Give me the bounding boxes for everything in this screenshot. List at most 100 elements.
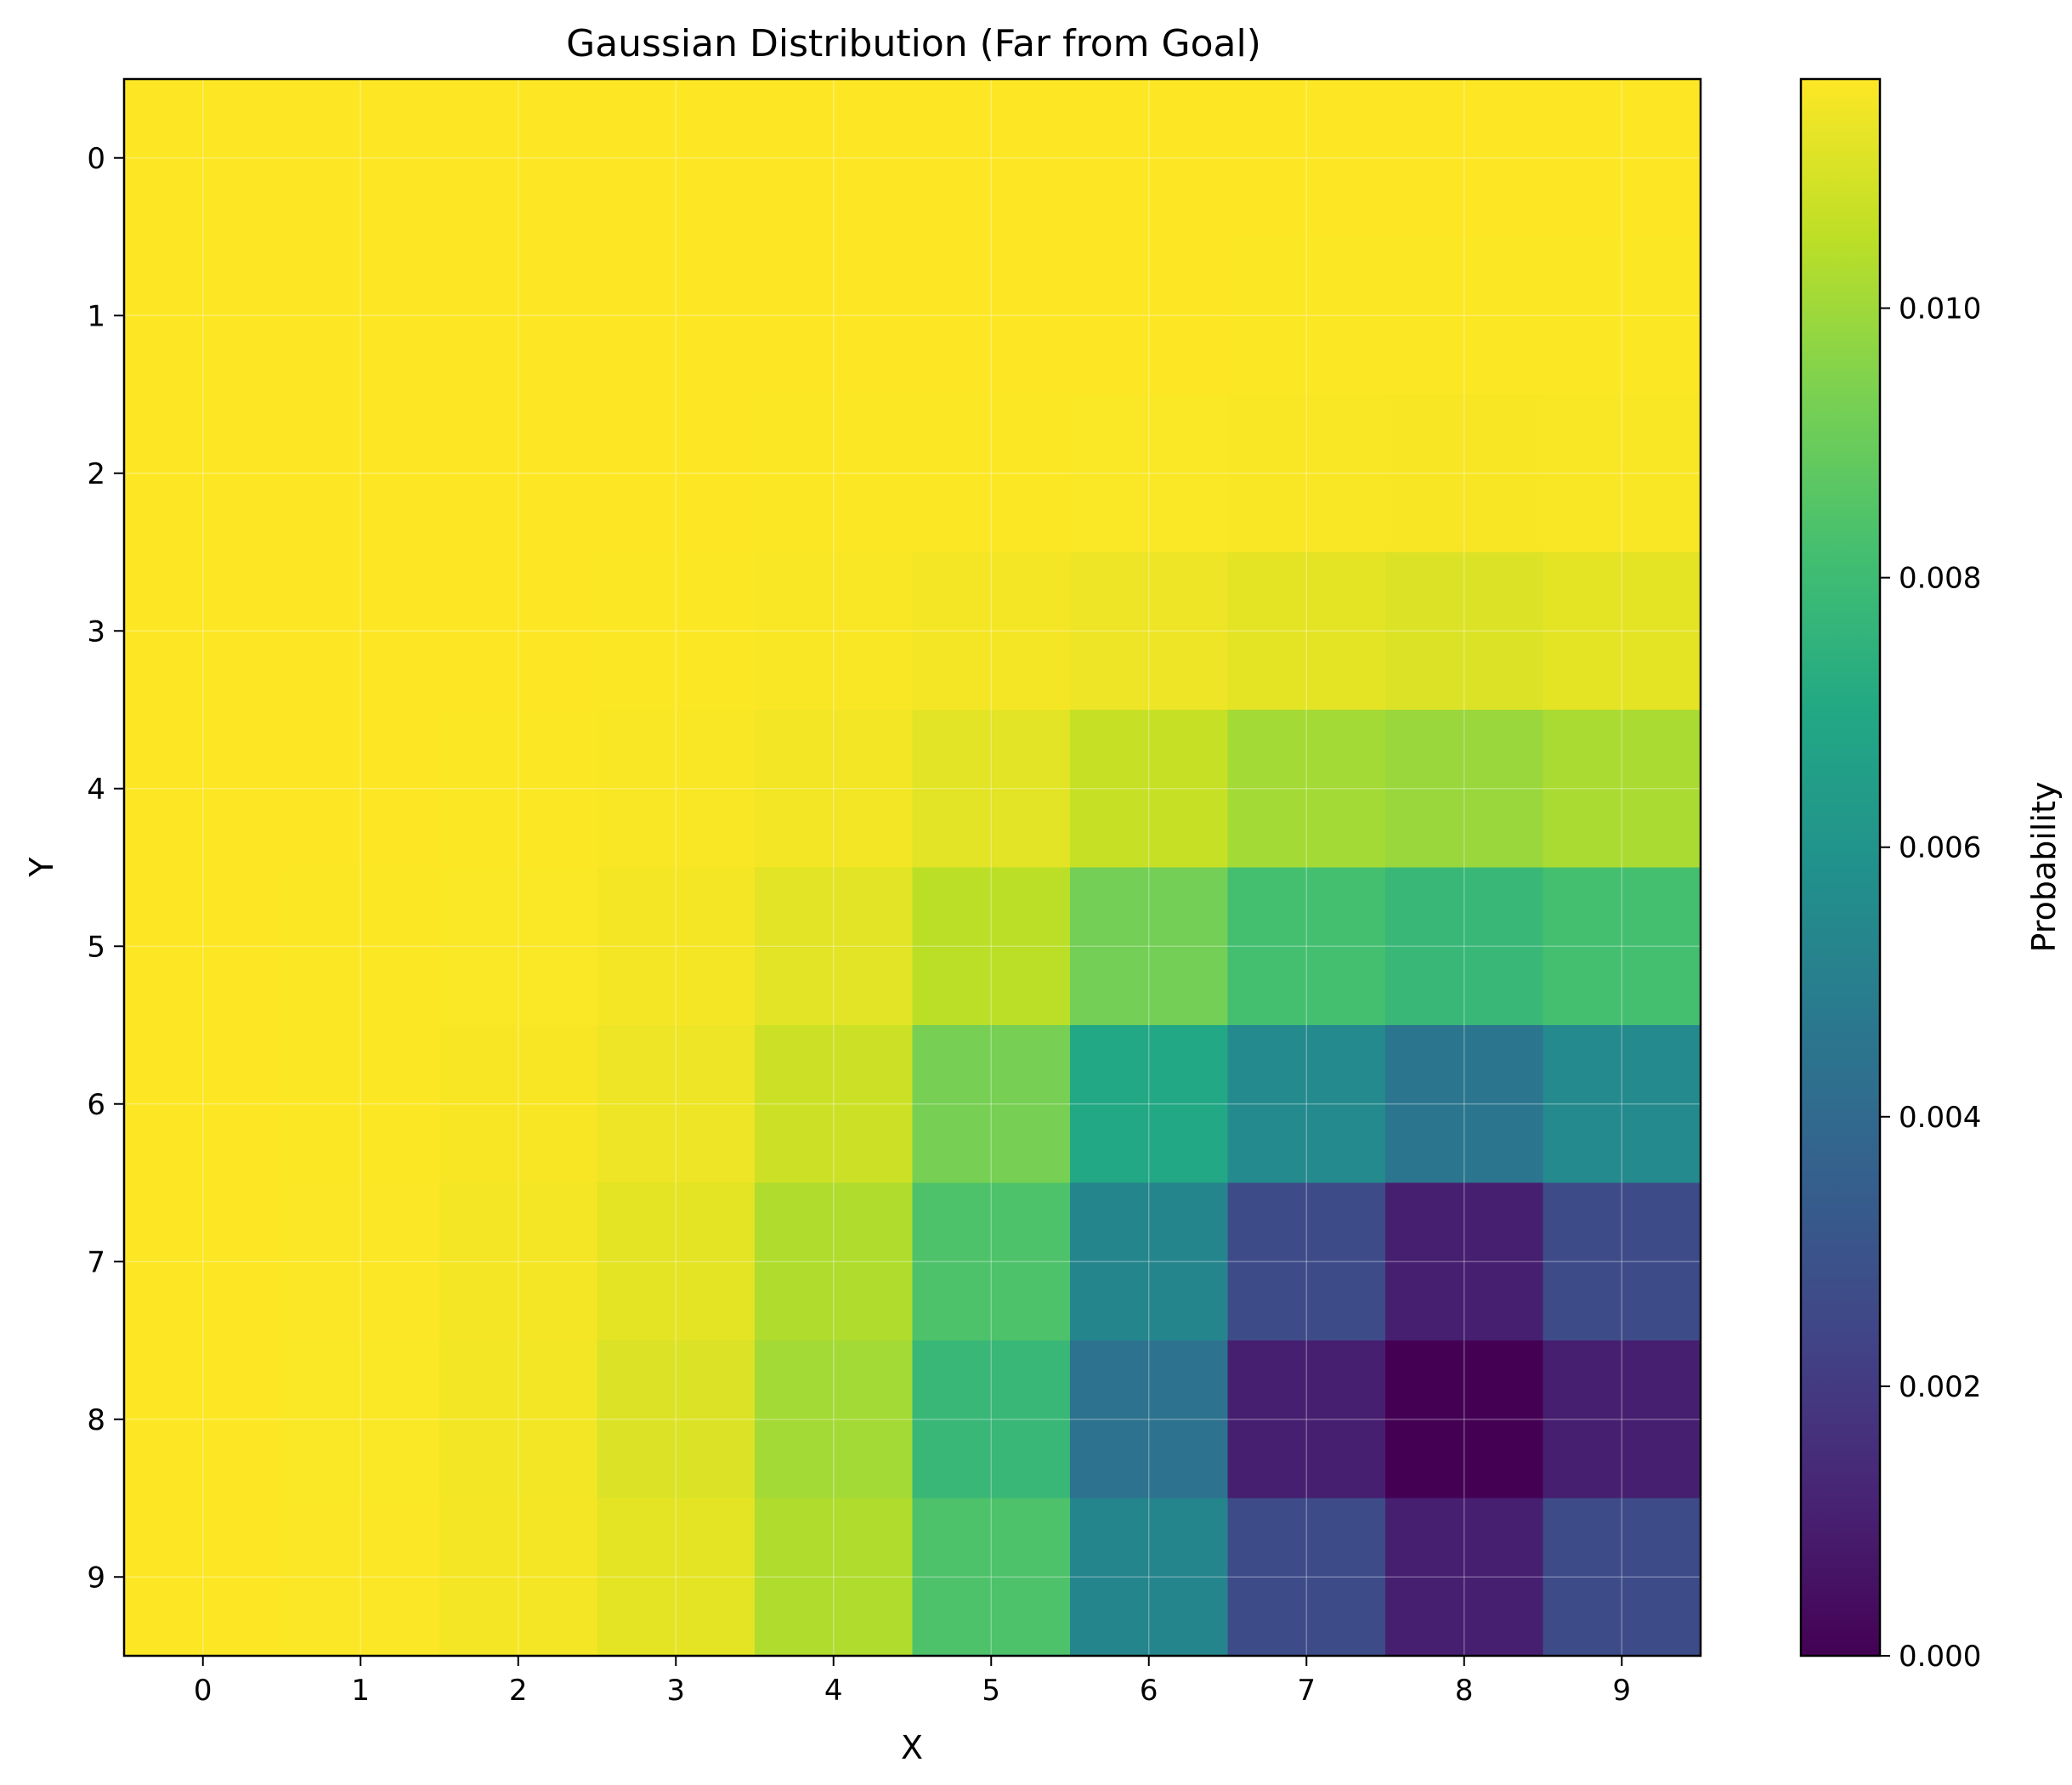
heatmap-cell — [1543, 394, 1701, 553]
heatmap-cell — [1070, 1340, 1229, 1499]
chart-title: Gaussian Distribution (Far from Goal) — [566, 22, 1261, 65]
colorbar-tick-label: 0.002 — [1899, 1370, 1981, 1404]
heatmap-cell — [597, 867, 756, 1026]
heatmap-cell — [1227, 1498, 1386, 1657]
heatmap-cell — [1227, 867, 1386, 1026]
heatmap-cell — [439, 1025, 598, 1184]
y-tick-label: 3 — [87, 615, 105, 649]
y-tick-label: 0 — [87, 142, 105, 176]
plot-frame — [122, 77, 1702, 1658]
heatmap-cell — [281, 394, 440, 553]
heatmap-cell — [439, 867, 598, 1026]
y-tick-label: 5 — [87, 930, 105, 964]
heatmap-cell — [1543, 1498, 1701, 1657]
heatmap-cell — [124, 394, 283, 553]
x-tick-label: 2 — [509, 1674, 528, 1708]
y-tick-label: 2 — [87, 457, 105, 491]
heatmap-cell — [1070, 1025, 1229, 1184]
heatmap-cell — [1543, 1025, 1701, 1184]
heatmap-cell — [1227, 394, 1386, 553]
heatmap-cells — [124, 79, 1701, 1657]
heatmap-cell — [597, 236, 756, 395]
heatmap-cell — [912, 710, 1071, 869]
heatmap-cell — [912, 394, 1071, 553]
heatmap-cell — [439, 79, 598, 238]
heatmap-cell — [439, 710, 598, 869]
heatmap-cell — [281, 710, 440, 869]
heatmap-cell — [439, 1182, 598, 1341]
heatmap-cell — [755, 79, 914, 238]
colorbar-label: Probability — [2025, 782, 2063, 953]
heatmap-cell — [755, 1340, 914, 1499]
heatmap-cell — [281, 867, 440, 1026]
heatmap-cell — [439, 394, 598, 553]
heatmap-cell — [597, 394, 756, 553]
colorbar — [1799, 77, 1882, 1658]
colorbar-tick-label: 0.000 — [1899, 1640, 1981, 1674]
heatmap-cell — [1385, 1025, 1544, 1184]
heatmap-cell — [1385, 710, 1544, 869]
x-tick-label: 6 — [1140, 1674, 1158, 1708]
x-tick-label: 1 — [351, 1674, 370, 1708]
heatmap-cell — [124, 236, 283, 395]
heatmap-cell — [1227, 79, 1386, 238]
heatmap-cell — [1385, 552, 1544, 711]
y-axis-ticks: 0 1 2 3 4 5 6 7 8 9 — [87, 142, 124, 1595]
heatmap-cell — [281, 1025, 440, 1184]
x-axis-ticks: 0 1 2 3 4 5 6 7 8 9 — [194, 1656, 1631, 1708]
heatmap-cell — [1385, 236, 1544, 395]
x-tick-label: 4 — [824, 1674, 843, 1708]
heatmap-cell — [281, 1498, 440, 1657]
colorbar-ticks: 0.000 0.002 0.004 0.006 0.008 0.010 — [1880, 292, 1981, 1674]
heatmap-cell — [124, 1498, 283, 1657]
y-axis-label: Y — [23, 857, 60, 878]
heatmap-cell — [597, 552, 756, 711]
heatmap-cell — [1070, 552, 1229, 711]
heatmap-cell — [124, 1340, 283, 1499]
heatmap-cell — [1543, 867, 1701, 1026]
heatmap-cell — [124, 1182, 283, 1341]
heatmap-cell — [1070, 394, 1229, 553]
heatmap-cell — [281, 79, 440, 238]
y-tick-label: 4 — [87, 773, 105, 807]
heatmap-cell — [1070, 79, 1229, 238]
x-tick-label: 3 — [666, 1674, 685, 1708]
y-tick-label: 6 — [87, 1088, 105, 1122]
colorbar-tick-label: 0.006 — [1899, 831, 1981, 865]
grid-lines — [124, 79, 1701, 1656]
y-tick-label: 1 — [87, 299, 105, 333]
x-tick-label: 9 — [1612, 1674, 1631, 1708]
x-tick-label: 0 — [194, 1674, 212, 1708]
heatmap-cell — [1070, 236, 1229, 395]
heatmap-cell — [597, 1025, 756, 1184]
heatmap-cell — [1543, 552, 1701, 711]
heatmap-cell — [439, 1498, 598, 1657]
y-tick-label: 9 — [87, 1561, 105, 1595]
heatmap-cell — [755, 710, 914, 869]
heatmap-cell — [439, 1340, 598, 1499]
heatmap-cell — [597, 710, 756, 869]
heatmap-cell — [1543, 710, 1701, 869]
heatmap-cell — [912, 867, 1071, 1026]
heatmap-cell — [755, 552, 914, 711]
heatmap-cell — [597, 79, 756, 238]
heatmap-cell — [912, 552, 1071, 711]
colorbar-tick-label: 0.004 — [1899, 1101, 1981, 1135]
heatmap-cell — [124, 79, 283, 238]
heatmap-cell — [124, 552, 283, 711]
heatmap-cell — [755, 867, 914, 1026]
heatmap-cell — [1385, 1498, 1544, 1657]
heatmap-cell — [1385, 394, 1544, 553]
heatmap-cell — [755, 394, 914, 553]
heatmap-cell — [1385, 867, 1544, 1026]
heatmap-cell — [1385, 79, 1544, 238]
heatmap-cell — [124, 867, 283, 1026]
heatmap-cell — [1070, 1182, 1229, 1341]
heatmap-cell — [755, 236, 914, 395]
x-tick-label: 7 — [1297, 1674, 1316, 1708]
heatmap-cell — [1385, 1340, 1544, 1499]
heatmap-cell — [912, 1498, 1071, 1657]
colorbar-tick-label: 0.010 — [1899, 292, 1981, 326]
heatmap-cell — [755, 1498, 914, 1657]
y-tick-label: 7 — [87, 1245, 105, 1279]
